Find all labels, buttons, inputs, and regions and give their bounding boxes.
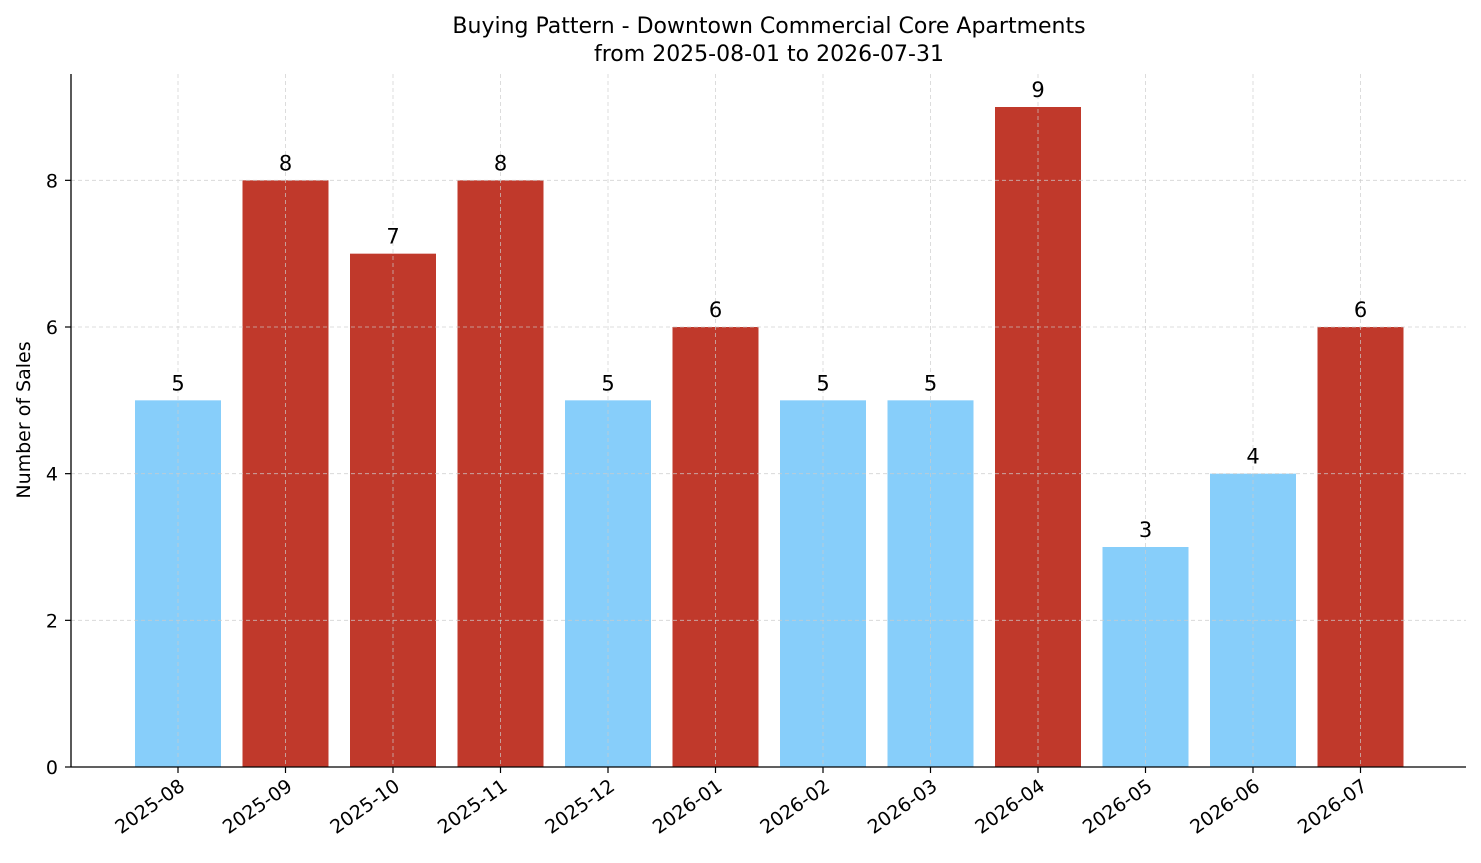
data-label-2026-01: 6 — [709, 298, 722, 322]
data-label-2026-04: 9 — [1031, 78, 1044, 102]
bar-2026-04 — [995, 107, 1081, 767]
chart-title-line2: from 2025-08-01 to 2026-07-31 — [594, 42, 944, 67]
x-tick-label-2025-09: 2025-09 — [219, 775, 297, 839]
x-tick-label-2025-10: 2025-10 — [326, 775, 404, 839]
y-tick-label-0: 0 — [46, 757, 58, 779]
data-labels: 5 8 7 8 5 6 5 5 9 3 4 6 — [171, 78, 1367, 542]
grid — [71, 74, 1466, 767]
x-tick-label-2026-05: 2026-05 — [1079, 775, 1157, 839]
y-tick-label-6: 6 — [46, 317, 58, 339]
data-label-2025-10: 7 — [386, 225, 399, 249]
x-tick-label-2026-03: 2026-03 — [864, 775, 942, 839]
y-tick-label-8: 8 — [46, 170, 58, 192]
x-ticks: 2025-08 2025-09 2025-10 2025-11 2025-12 2026-… — [111, 767, 1371, 839]
x-tick-label-2026-02: 2026-02 — [756, 775, 834, 839]
data-label-2025-12: 5 — [601, 371, 614, 395]
data-label-2025-11: 8 — [494, 151, 507, 175]
x-tick-label-2026-06: 2026-06 — [1186, 775, 1264, 839]
x-tick-label-2026-07: 2026-07 — [1294, 775, 1372, 839]
x-tick-label-2025-12: 2025-12 — [541, 775, 619, 839]
data-label-2026-02: 5 — [816, 371, 829, 395]
y-axis-label: Number of Sales — [13, 341, 35, 498]
data-label-2026-07: 6 — [1354, 298, 1367, 322]
x-tick-label-2026-04: 2026-04 — [971, 775, 1049, 839]
data-label-2026-05: 3 — [1139, 518, 1152, 542]
y-ticks: 0 2 4 6 8 — [46, 170, 71, 779]
data-label-2025-08: 5 — [171, 371, 184, 395]
bars — [135, 107, 1404, 768]
axes — [70, 74, 1466, 768]
x-tick-label-2026-01: 2026-01 — [649, 775, 727, 839]
data-label-2026-03: 5 — [924, 371, 937, 395]
y-tick-label-2: 2 — [46, 610, 58, 632]
chart-title-line1: Buying Pattern - Downtown Commercial Cor… — [452, 14, 1085, 39]
data-label-2025-09: 8 — [279, 151, 292, 175]
data-label-2026-06: 4 — [1246, 445, 1259, 469]
y-tick-label-4: 4 — [46, 464, 58, 486]
x-tick-label-2025-08: 2025-08 — [111, 775, 189, 839]
x-tick-label-2025-11: 2025-11 — [434, 775, 512, 839]
